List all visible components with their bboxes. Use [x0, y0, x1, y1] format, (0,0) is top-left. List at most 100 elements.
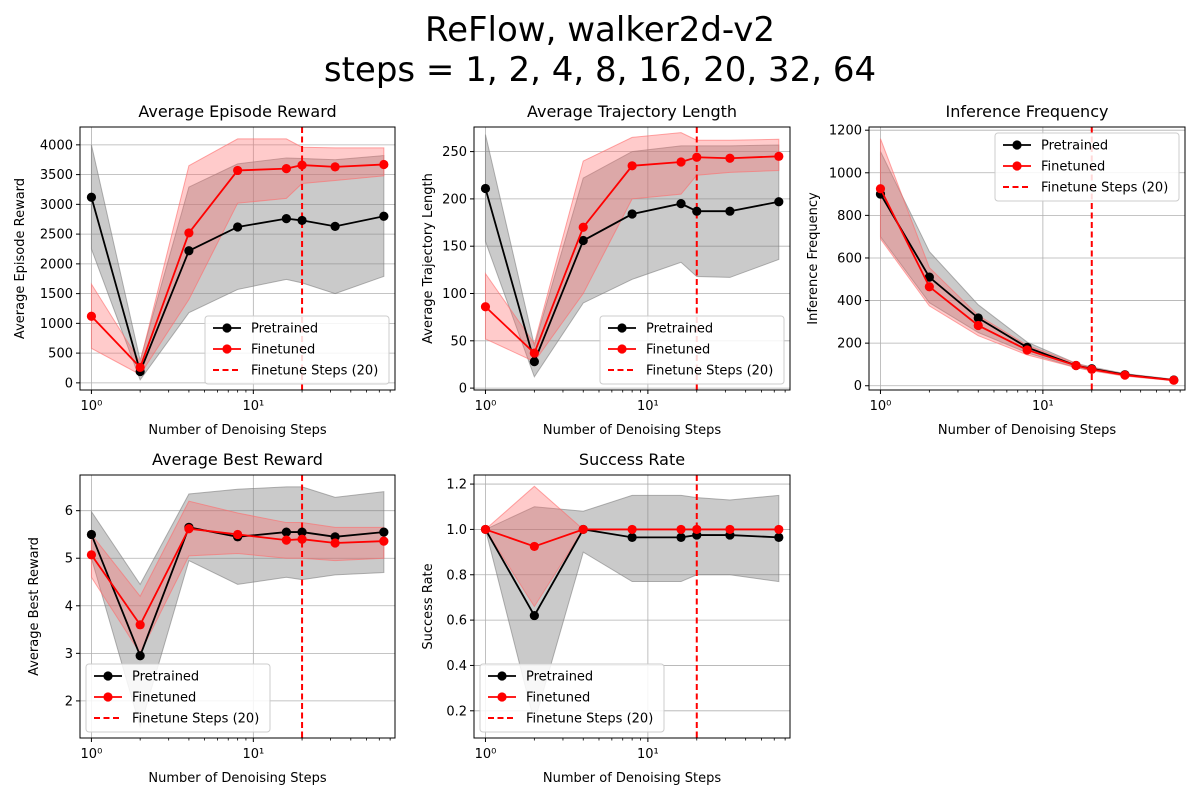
- finetuned-data-point: [1071, 360, 1081, 371]
- legend-marker: [617, 323, 627, 333]
- y-tick-label: 1200: [829, 124, 862, 139]
- x-axis-label: Number of Denoising Steps: [543, 771, 721, 786]
- pretrained-data-point: [578, 235, 588, 246]
- legend-label: Finetuned: [1041, 160, 1105, 175]
- finetuned-data-point: [1120, 370, 1130, 380]
- pretrained-series-line: [484, 528, 779, 618]
- pretrained-data-point: [330, 221, 340, 231]
- y-tick-label: 400: [837, 294, 862, 309]
- pretrained-data-point: [692, 206, 702, 216]
- finetuned-data-point: [480, 524, 491, 535]
- legend-marker: [1012, 161, 1022, 171]
- y-tick-label: 2000: [40, 257, 73, 272]
- subplot-5: 0.2 0.4 0.6 0.8 1.0 1.2 10⁰ 10¹ Success Rate Numb…: [421, 450, 791, 786]
- finetuned-data-point: [297, 160, 307, 170]
- legend-marker: [497, 671, 507, 681]
- legend-label: Finetune Steps (20): [646, 364, 773, 379]
- subplot-title: Average Best Reward: [152, 450, 323, 469]
- y-tick-label: 150: [442, 240, 467, 255]
- legend-marker: [617, 344, 627, 354]
- plot-area: [480, 475, 784, 738]
- y-tick-label: 4000: [40, 138, 73, 153]
- y-tick-label: 4: [65, 599, 73, 614]
- pretrained-data-point: [281, 214, 291, 224]
- legend: Pretrained Finetuned Finetune Steps (20): [204, 315, 390, 385]
- y-tick-label: 200: [442, 192, 467, 207]
- legend-label: Finetune Steps (20): [1041, 181, 1168, 196]
- x-tick-label: 10¹: [242, 399, 264, 414]
- legend: Pretrained Finetuned Finetune Steps (20): [599, 315, 785, 385]
- subplot-3: 0 200 400 600 800 1000 1200 10⁰ 10¹ Inference Fre…: [806, 102, 1186, 438]
- pretrained-data-point: [627, 532, 637, 542]
- y-tick-label: 600: [837, 251, 862, 266]
- y-tick-label: 500: [48, 347, 73, 362]
- legend-label: Pretrained: [251, 322, 318, 337]
- finetuned-data-point: [135, 620, 145, 630]
- x-tick-label: 10¹: [637, 399, 659, 414]
- pretrained-confidence-band: [90, 486, 385, 729]
- finetuned-data-point: [875, 184, 886, 194]
- finetuned-series-line: [90, 527, 384, 627]
- subplot-title: Average Episode Reward: [138, 102, 336, 121]
- figure-title: ReFlow, walker2d-v2 steps = 1, 2, 4, 8, …: [0, 10, 1200, 90]
- legend-label: Finetuned: [526, 691, 590, 706]
- legend: Pretrained Finetuned Finetune Steps (20): [85, 663, 271, 733]
- legend-marker: [497, 692, 507, 702]
- pretrained-data-point: [676, 532, 686, 542]
- x-tick-label: 10¹: [242, 747, 264, 762]
- finetuned-data-point: [676, 524, 686, 535]
- finetuned-data-point: [330, 538, 340, 548]
- y-axis-label: Average Trajectory Length: [421, 173, 436, 344]
- finetuned-confidence-band: [90, 138, 385, 376]
- finetuned-data-point: [379, 159, 389, 170]
- pretrained-data-point: [725, 206, 735, 216]
- pretrained-data-point: [924, 272, 934, 282]
- legend-box: [994, 132, 1180, 202]
- finetuned-data-point: [297, 534, 307, 544]
- finetuned-data-point: [578, 222, 588, 232]
- y-tick-label: 1.0: [446, 523, 467, 538]
- legend-label: Pretrained: [526, 670, 593, 685]
- subplot-title: Average Trajectory Length: [527, 102, 737, 121]
- pretrained-data-point: [774, 197, 784, 207]
- pretrained-data-point: [676, 199, 686, 209]
- y-tick-label: 3500: [40, 168, 73, 183]
- x-tick-label: 10⁰: [81, 747, 103, 762]
- pretrained-data-point: [774, 532, 784, 542]
- finetuned-data-point: [1087, 364, 1097, 374]
- y-tick-label: 1.2: [446, 478, 467, 493]
- finetuned-data-point: [184, 524, 194, 534]
- pretrained-data-point: [379, 527, 389, 537]
- finetuned-data-point: [86, 550, 97, 560]
- finetuned-data-point: [774, 151, 784, 161]
- legend-marker: [1012, 140, 1022, 150]
- pretrained-confidence-band: [90, 144, 385, 381]
- x-axis-label: Number of Denoising Steps: [543, 423, 721, 438]
- legend-marker: [103, 692, 113, 702]
- finetuned-data-point: [135, 362, 145, 372]
- y-tick-label: 0: [854, 379, 862, 394]
- y-axis-label: Average Episode Reward: [13, 178, 28, 339]
- finetuned-confidence-band: [484, 132, 780, 363]
- finetuned-data-point: [924, 282, 934, 292]
- y-tick-label: 0.8: [446, 568, 467, 583]
- finetuned-data-point: [676, 157, 686, 167]
- plot-area: [86, 127, 389, 390]
- y-tick-label: 100: [442, 287, 467, 302]
- finetuned-data-point: [578, 524, 588, 535]
- pretrained-data-point: [529, 357, 539, 367]
- finetuned-data-point: [233, 165, 243, 176]
- y-tick-label: 0.2: [446, 704, 467, 719]
- finetuned-data-point: [529, 348, 539, 358]
- finetuned-data-point: [1022, 345, 1032, 355]
- y-tick-label: 3000: [40, 198, 73, 213]
- legend-box: [599, 315, 785, 385]
- finetuned-data-point: [529, 541, 539, 552]
- legend-box: [85, 663, 271, 733]
- y-tick-label: 0: [459, 382, 467, 397]
- pretrained-data-point: [86, 529, 97, 540]
- x-tick-label: 10⁰: [475, 399, 497, 414]
- pretrained-data-point: [529, 610, 539, 621]
- y-tick-label: 250: [442, 145, 467, 160]
